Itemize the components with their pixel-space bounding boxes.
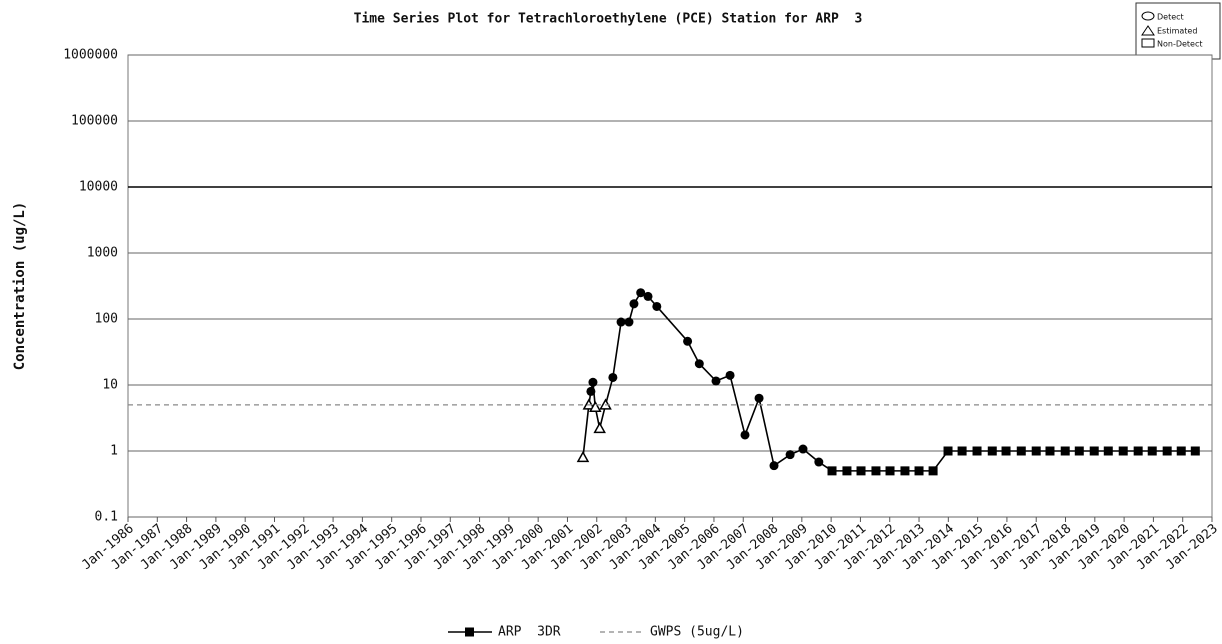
chart-title: Time Series Plot for Tetrachloroethylene… — [354, 12, 863, 27]
legend-label: GWPS (5ug/L) — [650, 625, 744, 640]
marker — [928, 466, 938, 476]
marker-legend: Detect Estimated Non-Detect — [1135, 2, 1221, 60]
marker — [616, 317, 626, 327]
marker — [754, 393, 764, 403]
marker — [1147, 446, 1157, 456]
legend-triangle — [1141, 25, 1155, 36]
marker — [1001, 446, 1011, 456]
marker — [586, 386, 596, 396]
legend-circle — [1141, 11, 1155, 21]
marker — [972, 446, 982, 456]
marker — [608, 372, 618, 382]
marker — [814, 457, 824, 467]
marker — [1103, 446, 1113, 456]
marker — [871, 466, 881, 476]
marker — [1060, 446, 1070, 456]
marker — [593, 421, 606, 434]
marker — [1118, 446, 1128, 456]
legend-text: Detect — [1157, 13, 1184, 22]
y-tick-label: 100 — [95, 312, 118, 327]
marker — [1190, 446, 1200, 456]
marker — [856, 466, 866, 476]
y-tick-label: 10 — [102, 378, 118, 393]
y-tick-label: 1000 — [87, 246, 118, 261]
marker — [694, 359, 704, 369]
y-tick-label: 10000 — [79, 180, 118, 195]
marker — [683, 336, 693, 346]
marker — [589, 400, 602, 413]
marker — [725, 370, 735, 380]
marker — [827, 466, 837, 476]
marker — [1031, 446, 1041, 456]
marker — [1176, 446, 1186, 456]
marker — [629, 299, 639, 309]
legend-marker — [465, 627, 474, 637]
marker — [900, 466, 910, 476]
marker — [842, 466, 852, 476]
marker — [652, 301, 662, 311]
marker — [1133, 446, 1143, 456]
legend-text: Estimated — [1157, 27, 1197, 36]
y-axis-label: Concentration (ug/L) — [12, 202, 28, 371]
marker — [914, 466, 924, 476]
marker — [588, 377, 598, 387]
legend-label: ARP 3DR — [498, 625, 561, 640]
legend-text: Non-Detect — [1157, 40, 1203, 49]
marker — [711, 376, 721, 386]
marker — [1162, 446, 1172, 456]
marker — [740, 430, 750, 440]
marker — [636, 288, 646, 298]
marker — [576, 450, 590, 463]
marker — [957, 446, 967, 456]
marker — [1016, 446, 1026, 456]
marker — [943, 446, 953, 456]
y-tick-label: 1000000 — [63, 48, 118, 63]
marker — [643, 291, 653, 301]
marker — [1089, 446, 1099, 456]
marker — [885, 466, 895, 476]
y-tick-label: 1 — [110, 444, 118, 459]
plot-area — [127, 54, 1213, 518]
marker — [1045, 446, 1055, 456]
marker — [1074, 446, 1084, 456]
marker — [769, 461, 779, 471]
y-tick-label: 100000 — [71, 114, 118, 129]
marker — [798, 444, 808, 454]
legend-square — [1141, 38, 1155, 48]
marker — [987, 446, 997, 456]
marker — [785, 450, 795, 460]
y-tick-label: 0.1 — [95, 510, 118, 525]
marker — [624, 317, 634, 327]
